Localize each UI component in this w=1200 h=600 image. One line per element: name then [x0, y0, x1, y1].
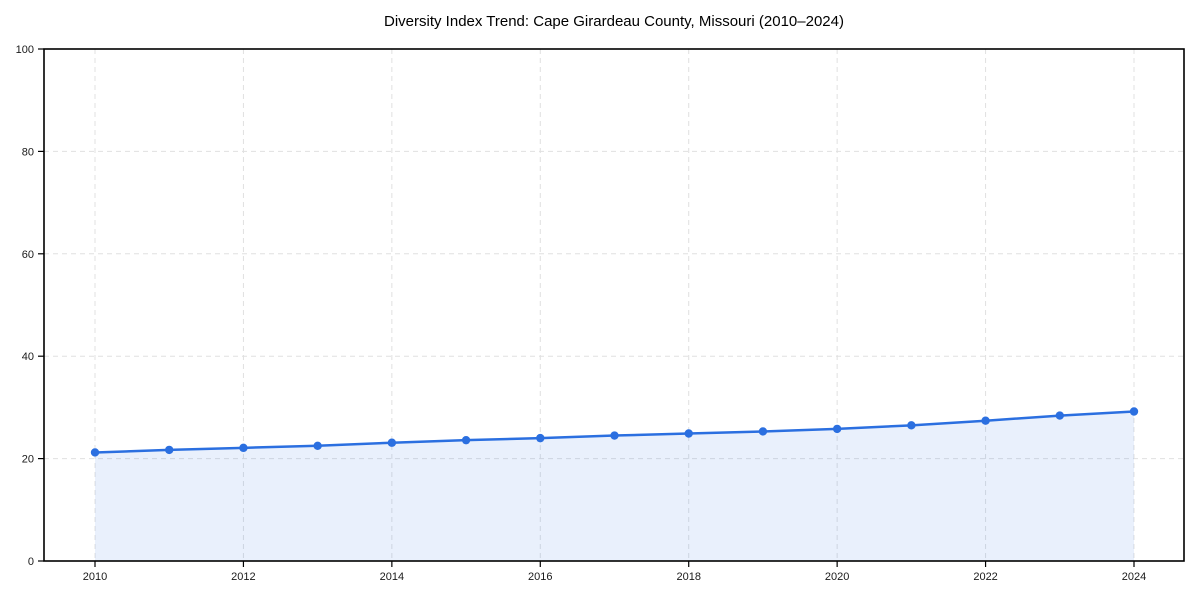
y-tick-label-40: 40 [22, 351, 34, 363]
data-point-2015 [461, 435, 471, 445]
data-point-2023 [1055, 411, 1064, 420]
y-tick-label-0: 0 [28, 556, 34, 568]
data-point-2016 [536, 433, 545, 443]
data-point-2021 [907, 421, 916, 430]
plot-border [43, 48, 1185, 562]
data-point-2011 [165, 445, 174, 455]
y-tick-label-60: 60 [22, 249, 34, 261]
x-tick-label-2022: 2022 [973, 571, 997, 583]
data-point-2020 [832, 424, 842, 434]
chart-title: Diversity Index Trend: Cape Girardeau Co… [384, 13, 844, 30]
x-tick-label-2020: 2020 [825, 571, 849, 583]
y-tick-label-100: 100 [16, 44, 34, 56]
data-point-2014 [387, 438, 397, 447]
data-point-2019 [758, 427, 768, 436]
x-tick-label-2024: 2024 [1122, 571, 1146, 583]
data-point-2017 [610, 431, 619, 440]
x-tick-label-2018: 2018 [676, 571, 700, 583]
y-tick-label-80: 80 [22, 146, 34, 158]
x-tick-label-2014: 2014 [380, 571, 404, 583]
data-point-2013 [313, 441, 322, 450]
x-tick-label-2016: 2016 [528, 571, 552, 583]
data-point-2022 [981, 416, 990, 425]
data-point-2024 [1129, 407, 1139, 416]
data-point-2012 [239, 443, 248, 453]
x-tick-label-2010: 2010 [83, 571, 107, 583]
data-point-2010 [90, 448, 100, 457]
area-fill [95, 411, 1134, 561]
data-point-2018 [684, 429, 693, 438]
y-tick-label-20: 20 [22, 454, 34, 466]
x-tick-label-2012: 2012 [231, 571, 255, 583]
